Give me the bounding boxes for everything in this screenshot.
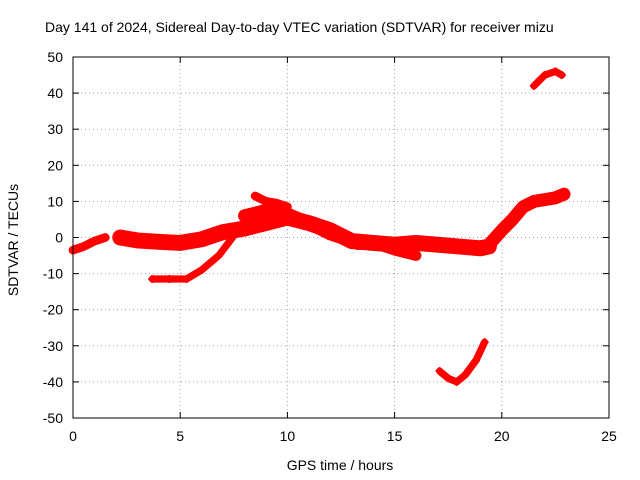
series-seg6 [352,237,422,261]
data-point [412,251,421,260]
data-point [214,251,223,260]
data-point [219,228,228,237]
data-point [435,367,444,376]
data-point [90,237,99,246]
data-point [551,193,560,202]
data-point [326,229,335,238]
y-tick-label: 40 [47,85,63,101]
data-point [240,224,249,233]
x-tick-label: 25 [601,428,617,444]
data-point [369,238,378,247]
data-point [519,202,528,211]
x-tick-label: 15 [387,428,403,444]
y-tick-label: 50 [47,49,63,65]
x-tick-labels: 0 5 10 15 20 25 [69,428,617,444]
data-point [251,191,260,200]
data-point [354,240,363,249]
data-point [559,190,568,199]
data-point [476,244,485,253]
data-point [461,370,470,379]
data-point [148,275,157,284]
y-tick-label: 10 [47,193,63,209]
y-tick-label: 30 [47,121,63,137]
data-point [540,195,549,204]
data-point [304,219,313,228]
data-point [79,242,88,251]
y-tick-label: 0 [55,230,63,246]
y-tick-labels: -50 -40 -30 -20 -10 0 10 20 30 40 50 [43,49,63,426]
data-point [261,206,270,215]
series-seg7 [482,187,571,252]
data-point [101,233,110,242]
y-tick-label: 20 [47,157,63,173]
series-seg5 [250,191,292,212]
data-point [472,356,481,365]
data-point [133,236,142,245]
data-point [508,215,517,224]
series-group [68,67,571,386]
y-tick-label: -10 [43,266,63,282]
data-point [116,233,125,242]
data-point [529,197,538,206]
data-point [433,240,442,249]
axis-ticks [72,56,610,419]
y-tick-label: -50 [43,410,63,426]
series-seg8 [436,338,489,386]
data-point [229,231,238,240]
data-point [444,374,453,383]
data-point [176,238,185,247]
series-seg1 [68,233,110,255]
x-tick-label: 20 [494,428,510,444]
chart-title: Day 141 of 2024, Sidereal Day-to-day VTE… [45,19,554,35]
data-point [529,81,538,90]
data-point [261,197,270,206]
series-seg9 [530,67,566,90]
x-tick-label: 5 [176,428,184,444]
data-point [261,219,270,228]
data-point [240,211,249,220]
data-point [484,240,493,249]
y-tick-label: -40 [43,374,63,390]
data-point [497,226,506,235]
data-point [412,238,421,247]
y-tick-label: -30 [43,338,63,354]
x-axis-label: GPS time / hours [287,457,394,473]
data-point [283,210,292,219]
data-point [480,338,489,347]
data-point [283,202,292,211]
data-point [551,67,560,76]
data-point [272,199,281,208]
data-point [165,275,174,284]
data-point [540,71,549,80]
data-point [182,275,191,284]
data-point [197,265,206,274]
y-axis-label: SDTVAR / TECUs [5,184,21,296]
data-point [454,242,463,251]
data-point [557,71,566,80]
x-tick-label: 0 [69,428,77,444]
data-point [452,377,461,386]
x-tick-label: 10 [280,428,296,444]
data-point [197,235,206,244]
data-point [154,237,163,246]
data-point [390,246,399,255]
y-tick-label: -20 [43,302,63,318]
